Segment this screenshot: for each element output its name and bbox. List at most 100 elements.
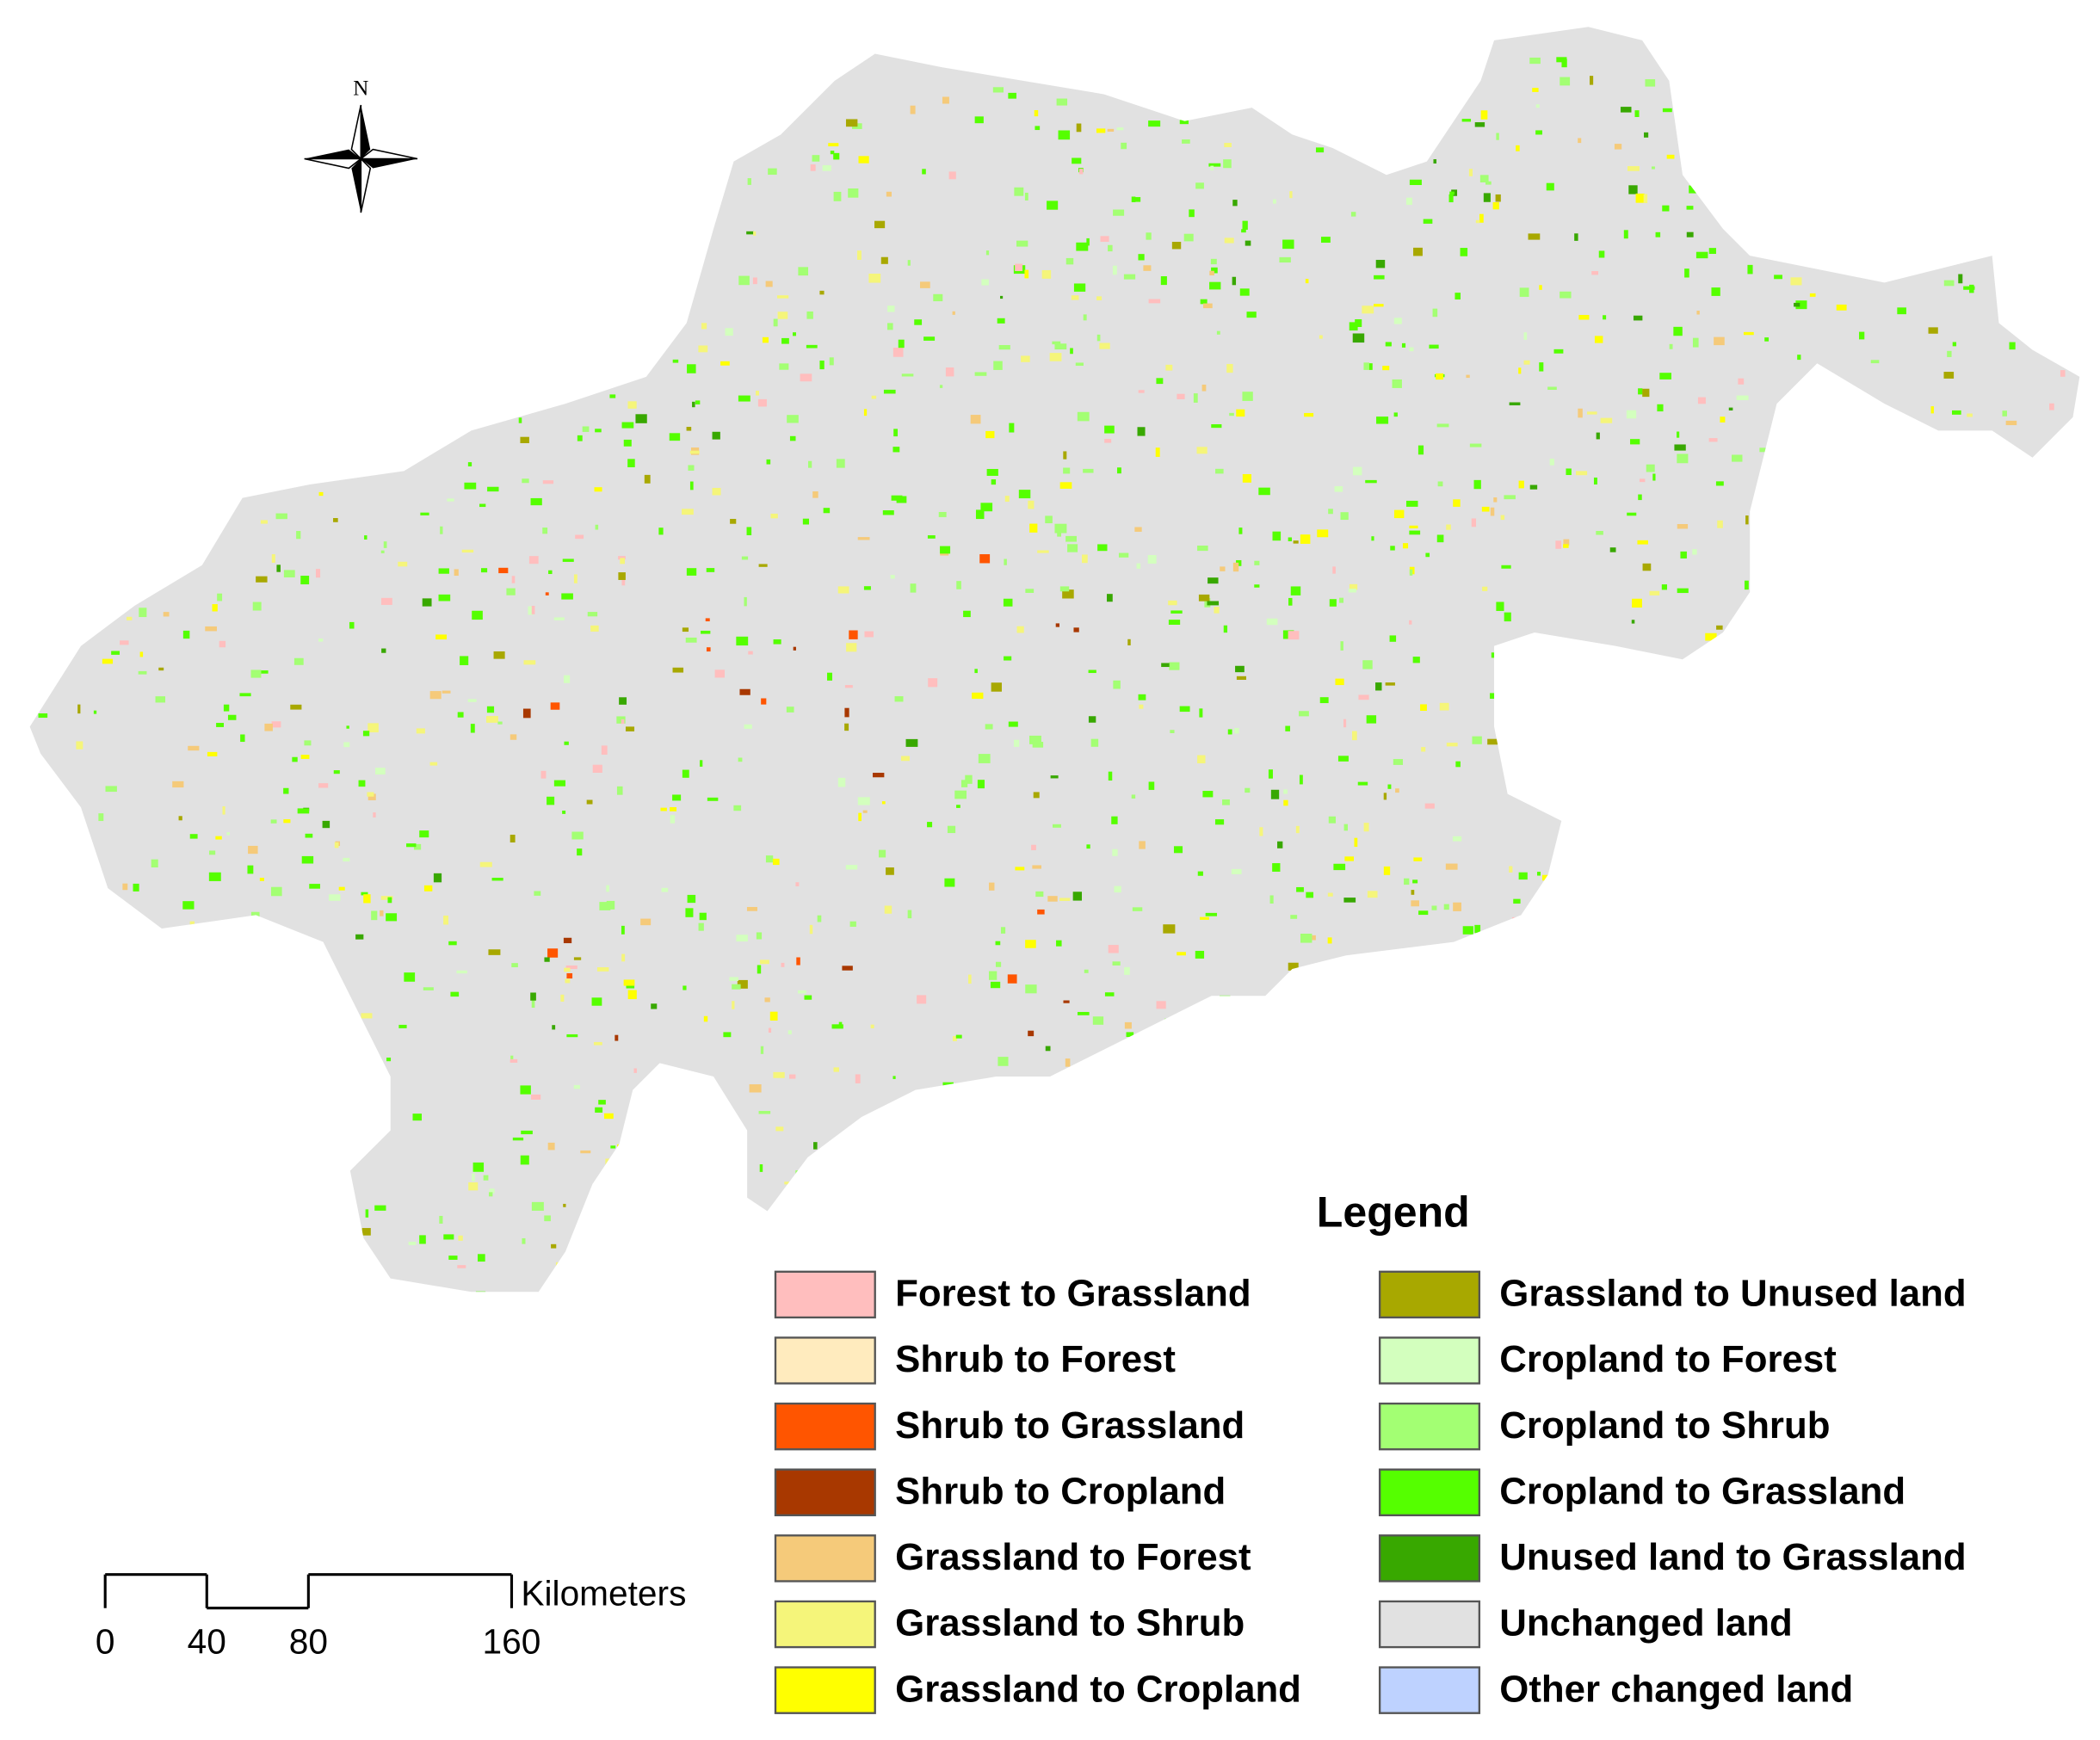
- change-patch: [981, 279, 989, 286]
- change-patch: [491, 878, 503, 881]
- change-patch: [714, 669, 726, 678]
- change-patch: [955, 1034, 962, 1039]
- change-patch: [893, 429, 898, 437]
- change-patch: [138, 670, 147, 675]
- change-patch: [1409, 620, 1412, 625]
- change-patch: [591, 997, 602, 1006]
- change-patch: [1196, 447, 1208, 454]
- change-patch: [1223, 625, 1228, 633]
- change-patch: [1549, 459, 1554, 466]
- change-patch: [757, 965, 762, 974]
- change-patch: [1474, 924, 1481, 934]
- change-patch: [864, 631, 874, 638]
- change-patch: [1446, 743, 1458, 747]
- change-patch: [368, 723, 379, 733]
- change-patch: [1708, 438, 1718, 442]
- change-patch: [361, 892, 368, 896]
- change-patch: [1576, 471, 1588, 476]
- change-patch: [738, 275, 750, 286]
- change-patch: [1076, 123, 1082, 133]
- change-patch: [1475, 219, 1480, 224]
- change-patch: [1133, 197, 1141, 202]
- change-patch: [1448, 194, 1454, 203]
- change-patch: [139, 608, 147, 618]
- change-patch: [1224, 238, 1234, 244]
- change-patch: [1436, 373, 1443, 380]
- change-patch: [412, 1114, 422, 1121]
- change-patch: [883, 389, 896, 394]
- change-patch: [1096, 296, 1102, 300]
- legend-swatch: [1378, 1534, 1481, 1583]
- change-patch: [151, 859, 158, 867]
- change-patch: [367, 792, 374, 797]
- change-patch: [1357, 781, 1368, 786]
- change-patch: [1028, 1030, 1035, 1037]
- change-patch: [1295, 825, 1300, 834]
- change-patch: [1518, 367, 1522, 374]
- scale-tick-label: 0: [96, 1622, 115, 1662]
- change-patch: [573, 1084, 580, 1089]
- change-patch: [488, 1192, 493, 1197]
- change-patch: [1413, 247, 1423, 256]
- change-patch: [606, 900, 615, 910]
- change-patch: [707, 797, 719, 801]
- change-patch: [215, 836, 222, 840]
- change-patch: [1623, 230, 1628, 239]
- change-patch: [1362, 305, 1374, 314]
- change-patch: [686, 427, 692, 431]
- change-patch: [1529, 57, 1541, 65]
- change-patch: [512, 1137, 524, 1141]
- change-patch: [586, 799, 593, 805]
- change-patch: [1242, 220, 1248, 230]
- change-patch: [736, 935, 748, 942]
- change-patch: [1635, 193, 1646, 203]
- change-patch: [293, 657, 304, 665]
- change-patch: [764, 997, 770, 1003]
- change-patch: [1482, 586, 1488, 591]
- change-patch: [1646, 464, 1655, 472]
- change-patch: [1053, 824, 1061, 828]
- change-patch: [1148, 120, 1161, 127]
- change-patch: [1199, 708, 1203, 718]
- change-patch: [1452, 836, 1462, 842]
- change-patch: [1413, 857, 1423, 861]
- change-patch: [1004, 496, 1010, 503]
- change-patch: [1609, 547, 1616, 552]
- change-patch: [1317, 529, 1329, 538]
- change-patch: [1132, 907, 1143, 911]
- change-patch: [563, 675, 571, 683]
- change-patch: [759, 1164, 763, 1172]
- change-patch: [1637, 540, 1648, 545]
- change-patch: [1299, 774, 1303, 785]
- change-patch: [127, 616, 133, 620]
- change-patch: [1420, 704, 1427, 712]
- change-patch: [1123, 274, 1136, 280]
- change-patch: [1226, 363, 1233, 373]
- change-patch: [858, 156, 869, 164]
- change-patch: [813, 1142, 818, 1150]
- change-patch: [374, 768, 386, 774]
- change-patch: [467, 462, 472, 466]
- change-patch: [1598, 250, 1605, 258]
- change-patch: [1083, 314, 1087, 321]
- change-patch: [1518, 480, 1524, 489]
- change-patch: [700, 760, 703, 767]
- change-patch: [621, 953, 626, 962]
- scale-tick-label: 40: [188, 1622, 226, 1662]
- change-patch: [846, 643, 857, 652]
- change-patch: [258, 670, 269, 674]
- legend-label: Shrub to Cropland: [895, 1470, 1226, 1512]
- change-patch: [1518, 872, 1528, 880]
- change-patch: [1148, 781, 1155, 790]
- change-patch: [1496, 133, 1499, 140]
- change-patch: [1197, 755, 1206, 764]
- change-patch: [1071, 295, 1079, 300]
- change-patch: [601, 745, 608, 755]
- change-patch: [510, 1058, 518, 1063]
- change-patch: [343, 857, 350, 862]
- change-patch: [1003, 598, 1013, 607]
- change-patch: [1547, 386, 1557, 391]
- change-patch: [738, 757, 743, 762]
- change-patch: [1493, 497, 1498, 503]
- legend-swatch: [774, 1468, 876, 1517]
